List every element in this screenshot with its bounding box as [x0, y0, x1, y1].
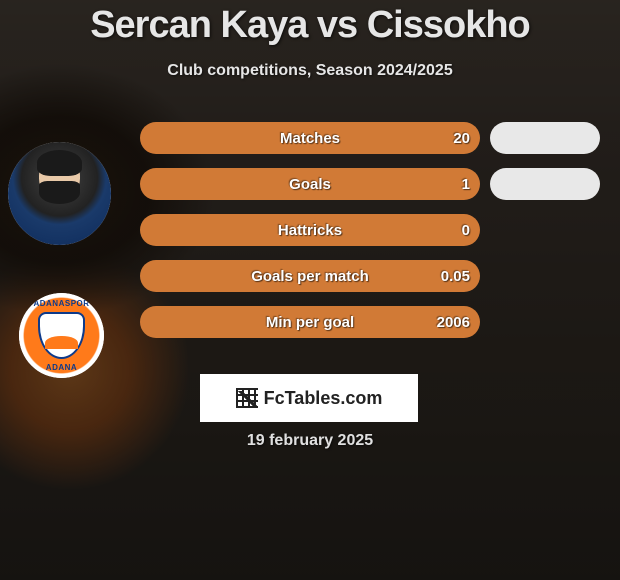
- stat-value-left: 0: [462, 222, 470, 239]
- stat-row: Min per goal 2006: [140, 306, 480, 338]
- stats-container: Matches 20 Goals 1 Hattricks 0 Goals per match…: [140, 122, 480, 352]
- stat-label: Goals: [289, 176, 331, 193]
- branding-box: FcTables.com: [200, 374, 418, 422]
- stat-label: Matches: [280, 130, 340, 147]
- date-text: 19 february 2025: [0, 432, 620, 450]
- branding-text: FcTables.com: [264, 388, 383, 409]
- player-left-beard: [39, 181, 80, 204]
- stat-row: Hattricks 0: [140, 214, 480, 246]
- empty-stat-pill: [490, 168, 600, 200]
- team-badge-left: ADANASPOR ADANA: [19, 293, 104, 378]
- stat-row: Goals per match 0.05: [140, 260, 480, 292]
- stat-value-left: 0.05: [441, 268, 470, 285]
- stat-label: Hattricks: [278, 222, 342, 239]
- page-title: Sercan Kaya vs Cissokho: [0, 4, 620, 47]
- badge-text-top: ADANASPOR: [33, 299, 89, 308]
- player-left-photo: [8, 142, 111, 245]
- stat-value-left: 20: [453, 130, 470, 147]
- chart-icon: [236, 388, 258, 408]
- page-subtitle: Club competitions, Season 2024/2025: [0, 62, 620, 80]
- stat-value-left: 1: [462, 176, 470, 193]
- badge-shield-icon: [38, 312, 85, 359]
- badge-text-bottom: ADANA: [46, 363, 77, 372]
- stat-row: Matches 20: [140, 122, 480, 154]
- empty-stat-pill: [490, 122, 600, 154]
- stat-label: Min per goal: [266, 314, 354, 331]
- stat-label: Goals per match: [251, 268, 369, 285]
- player-left-avatar: [8, 142, 111, 245]
- stat-row: Goals 1: [140, 168, 480, 200]
- stat-value-left: 2006: [437, 314, 470, 331]
- right-pills-container: [490, 122, 600, 214]
- team-badge-inner: ADANASPOR ADANA: [19, 293, 104, 378]
